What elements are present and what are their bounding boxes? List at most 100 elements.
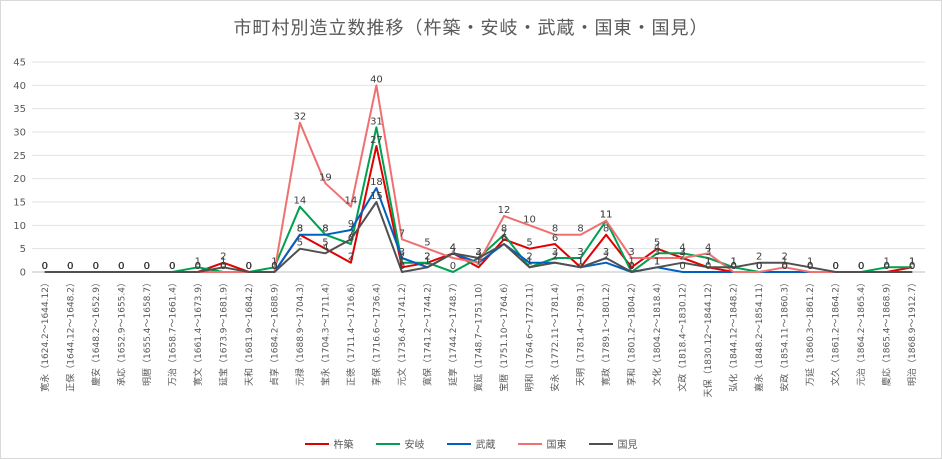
data-label: 2 — [424, 252, 430, 263]
data-label: 2 — [220, 252, 226, 263]
chart-title: 市町村別造立数推移（杵築・安岐・武蔵・国東・国見） — [233, 18, 709, 39]
data-label: 0 — [756, 261, 762, 272]
data-label: 1 — [909, 256, 915, 267]
x-tick-label: 元治（1864.2～1865.4） — [855, 278, 867, 386]
data-label: 1 — [781, 256, 787, 267]
data-label: 0 — [118, 261, 124, 272]
data-label: 0 — [756, 261, 762, 272]
x-tick-label: 元文（1736.4～1741.2） — [396, 278, 408, 386]
data-label: 0 — [195, 261, 201, 272]
data-label: 0 — [195, 261, 201, 272]
x-tick-label: 慶応（1865.4～1868.9） — [881, 278, 893, 386]
data-label: 6 — [552, 233, 558, 244]
x-axis-ticks: 寛永（1624.2～1644.12） 正保（1644.12～1648.2） 慶安（1… — [39, 278, 918, 397]
data-label: 0 — [42, 261, 48, 272]
x-tick-label: 弘化（1844.12～1848.2） — [728, 278, 740, 392]
data-label: 0 — [628, 261, 634, 272]
data-label: 1 — [271, 256, 277, 267]
data-label: 0 — [169, 261, 175, 272]
data-label: 3 — [628, 247, 634, 258]
data-label: 40 — [370, 74, 383, 85]
data-label: 1 — [730, 256, 736, 267]
data-label: 0 — [884, 261, 890, 272]
data-label: 2 — [552, 252, 558, 263]
data-label: 3 — [603, 247, 609, 258]
data-label: 0 — [756, 261, 762, 272]
data-label: 0 — [93, 261, 99, 272]
data-label: 0 — [118, 261, 124, 272]
data-label: 3 — [679, 247, 685, 258]
legend: 杵築 安岐 武蔵 国東 国見 — [0, 436, 942, 451]
data-label: 4 — [322, 242, 328, 253]
data-label: 32 — [294, 112, 307, 123]
data-label: 8 — [552, 224, 558, 235]
data-label: 6 — [501, 233, 507, 244]
x-tick-label: 天保（1830.12～1844.12） — [702, 278, 714, 397]
gridlines — [32, 61, 925, 273]
data-label: 1 — [220, 256, 226, 267]
y-axis-ticks: 0 5 10 15 20 25 30 35 40 45 — [13, 58, 26, 279]
x-tick-label: 貞享（1684.2～1688.9） — [268, 278, 280, 386]
data-label: 0 — [858, 261, 864, 272]
x-tick-label: 享保（1716.6～1736.4） — [370, 278, 382, 386]
data-label: 0 — [93, 261, 99, 272]
data-label: 0 — [705, 261, 711, 272]
data-label: 0 — [246, 261, 252, 272]
x-tick-label: 寛保（1741.2～1744.2） — [421, 278, 433, 386]
data-label: 8 — [297, 224, 303, 235]
data-label: 18 — [370, 177, 383, 188]
x-tick-label: 明和（1764.6～1772.11） — [525, 278, 536, 392]
data-label: 4 — [450, 242, 456, 253]
data-label: 7 — [501, 228, 507, 239]
data-label: 27 — [370, 135, 383, 146]
x-tick-label: 正保（1644.12～1648.2） — [64, 278, 76, 392]
data-label: 0 — [144, 261, 150, 272]
data-label: 0 — [450, 261, 456, 272]
data-label: 2 — [756, 252, 762, 263]
y-tick-label: 0 — [20, 268, 26, 279]
data-label: 10 — [523, 214, 536, 225]
data-label: 0 — [858, 261, 864, 272]
data-label: 0 — [118, 261, 124, 272]
data-label: 5 — [322, 238, 328, 249]
data-label: 0 — [42, 261, 48, 272]
data-label: 0 — [67, 261, 73, 272]
data-label: 0 — [271, 261, 277, 272]
data-label: 7 — [399, 228, 405, 239]
data-label: 14 — [345, 196, 358, 207]
y-tick-label: 45 — [13, 58, 26, 69]
data-label: 0 — [909, 261, 915, 272]
data-label: 3 — [577, 247, 583, 258]
data-label: 8 — [297, 224, 303, 235]
data-label: 0 — [195, 261, 201, 272]
data-label: 8 — [501, 224, 507, 235]
x-tick-label: 万治（1658.7～1661.4） — [166, 278, 178, 386]
x-tick-label: 元禄（1688.9～1704.3） — [294, 278, 306, 386]
y-tick-label: 35 — [13, 104, 26, 115]
y-tick-label: 30 — [13, 128, 26, 139]
data-label: 0 — [42, 261, 48, 272]
x-tick-label: 慶安（1648.2～1652.9） — [90, 278, 102, 386]
x-tick-label: 安政（1854.11～1860.3） — [779, 278, 791, 392]
data-label: 4 — [679, 242, 685, 253]
data-label: 0 — [807, 261, 813, 272]
data-label: 1 — [577, 256, 583, 267]
data-label: 0 — [730, 261, 736, 272]
data-label: 0 — [858, 261, 864, 272]
data-label: 0 — [833, 261, 839, 272]
x-tick-label: 正徳（1711.4～1716.6） — [345, 278, 357, 386]
data-label: 2 — [679, 252, 685, 263]
data-label: 1 — [475, 256, 481, 267]
x-tick-label: 文政（1818.4～1830.12） — [677, 278, 689, 392]
data-label: 3 — [654, 247, 660, 258]
data-label: 0 — [858, 261, 864, 272]
data-label: 9 — [348, 219, 354, 230]
data-label: 1 — [705, 256, 711, 267]
data-label: 2 — [475, 252, 481, 263]
data-label: 0 — [93, 261, 99, 272]
data-label: 1 — [195, 256, 201, 267]
data-label: 0 — [833, 261, 839, 272]
data-label: 1 — [807, 256, 813, 267]
